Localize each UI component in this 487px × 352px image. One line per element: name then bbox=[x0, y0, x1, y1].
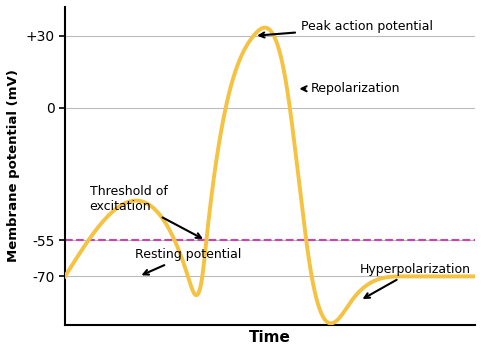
Y-axis label: Membrane potential (mV): Membrane potential (mV) bbox=[7, 69, 20, 262]
Text: Hyperpolarization: Hyperpolarization bbox=[360, 263, 471, 298]
Text: Resting potential: Resting potential bbox=[135, 248, 241, 275]
X-axis label: Time: Time bbox=[249, 330, 291, 345]
Text: Peak action potential: Peak action potential bbox=[260, 20, 432, 38]
Text: Threshold of
excitation: Threshold of excitation bbox=[90, 186, 201, 238]
Text: Repolarization: Repolarization bbox=[301, 82, 400, 95]
